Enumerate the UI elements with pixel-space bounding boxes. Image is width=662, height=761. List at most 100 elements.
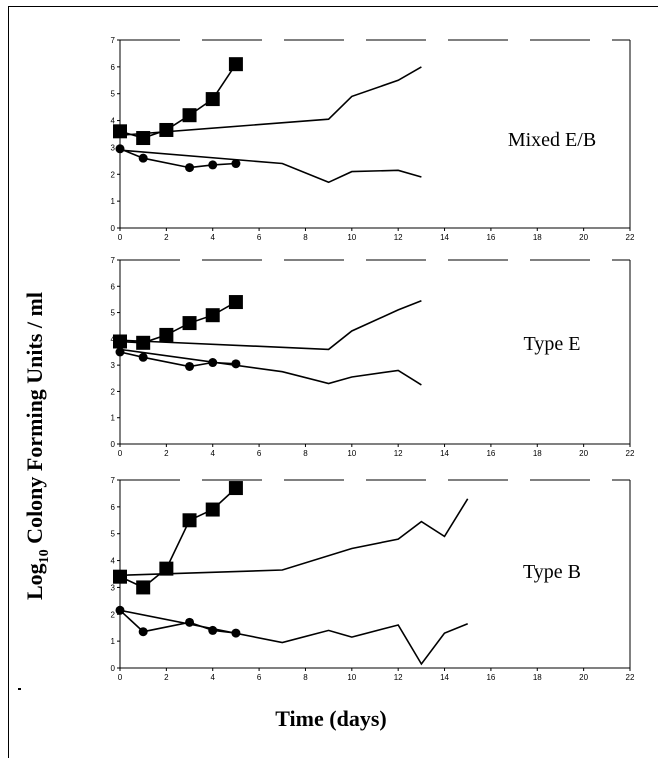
y-tick-label: 0 bbox=[111, 664, 116, 673]
circle-marker bbox=[208, 625, 218, 635]
y-label-rest: Colony Forming Units / ml bbox=[22, 292, 47, 549]
x-tick-label: 0 bbox=[118, 673, 123, 682]
square-marker bbox=[113, 569, 127, 584]
y-label-subscript: 10 bbox=[37, 549, 52, 563]
x-tick-label: 22 bbox=[626, 673, 635, 682]
y-tick-label: 3 bbox=[111, 143, 116, 152]
y-tick-label: 2 bbox=[111, 387, 116, 396]
circle-marker bbox=[115, 144, 125, 154]
x-tick-label: 18 bbox=[533, 233, 542, 242]
svg-text:Log10 Colony Forming Units / m: Log10 Colony Forming Units / ml bbox=[22, 292, 52, 600]
x-tick-label: 8 bbox=[303, 673, 308, 682]
y-tick-label: 1 bbox=[111, 414, 116, 423]
x-tick-label: 6 bbox=[257, 673, 262, 682]
square-marker bbox=[159, 561, 174, 576]
stray-mark bbox=[18, 688, 21, 690]
x-tick-label: 16 bbox=[486, 449, 495, 458]
series-line bbox=[119, 609, 469, 666]
x-tick-label: 10 bbox=[347, 673, 356, 682]
x-tick-label: 10 bbox=[347, 449, 356, 458]
x-tick-label: 14 bbox=[440, 673, 449, 682]
square-marker bbox=[182, 316, 197, 331]
circle-marker bbox=[185, 163, 195, 173]
square-marker bbox=[136, 335, 151, 350]
y-tick-label: 6 bbox=[111, 503, 116, 512]
y-tick-label: 1 bbox=[111, 197, 116, 206]
series-line bbox=[119, 149, 422, 184]
circle-marker bbox=[115, 347, 125, 357]
circle-marker bbox=[185, 361, 195, 371]
series-line bbox=[119, 66, 422, 137]
x-tick-label: 8 bbox=[303, 449, 308, 458]
x-tick-label: 18 bbox=[533, 673, 542, 682]
x-tick-label: 20 bbox=[579, 673, 588, 682]
y-tick-label: 7 bbox=[111, 256, 116, 265]
y-label-prefix: Log bbox=[22, 563, 47, 600]
circle-marker bbox=[138, 352, 148, 362]
y-tick-label: 6 bbox=[111, 282, 116, 291]
x-tick-label: 4 bbox=[211, 233, 216, 242]
x-tick-label: 4 bbox=[211, 449, 216, 458]
square-marker bbox=[136, 580, 151, 595]
panel-label: Type E bbox=[524, 333, 581, 355]
y-tick-label: 3 bbox=[111, 361, 116, 370]
circle-marker bbox=[138, 627, 148, 637]
square-marker bbox=[205, 92, 220, 107]
panel-label: Mixed E/B bbox=[508, 129, 596, 151]
y-tick-label: 7 bbox=[111, 36, 116, 45]
y-tick-label: 5 bbox=[111, 309, 116, 318]
y-tick-label: 4 bbox=[111, 117, 116, 126]
y-tick-label: 6 bbox=[111, 63, 116, 72]
circle-marker bbox=[231, 159, 241, 169]
circle-marker bbox=[231, 359, 241, 369]
y-tick-label: 5 bbox=[111, 90, 116, 99]
square-marker bbox=[228, 481, 243, 496]
x-tick-label: 6 bbox=[257, 233, 262, 242]
panel-label: Type B bbox=[523, 561, 581, 583]
y-tick-label: 7 bbox=[111, 476, 116, 485]
x-tick-label: 4 bbox=[211, 673, 216, 682]
x-tick-label: 0 bbox=[118, 449, 123, 458]
square-marker bbox=[113, 334, 127, 349]
y-tick-label: 2 bbox=[111, 610, 116, 619]
x-tick-label: 22 bbox=[626, 449, 635, 458]
square-marker bbox=[113, 124, 127, 139]
x-tick-label: 12 bbox=[394, 673, 403, 682]
x-tick-label: 20 bbox=[579, 233, 588, 242]
x-tick-label: 16 bbox=[486, 233, 495, 242]
square-marker bbox=[228, 57, 243, 72]
circle-marker bbox=[115, 605, 125, 615]
x-tick-label: 12 bbox=[394, 233, 403, 242]
y-tick-label: 4 bbox=[111, 557, 116, 566]
square-marker bbox=[205, 502, 220, 517]
series-line bbox=[119, 351, 236, 368]
x-tick-label: 6 bbox=[257, 449, 262, 458]
y-tick-label: 5 bbox=[111, 530, 116, 539]
x-tick-label: 16 bbox=[486, 673, 495, 682]
circle-marker bbox=[208, 160, 218, 170]
series-line bbox=[119, 348, 422, 386]
y-tick-label: 1 bbox=[111, 637, 116, 646]
figure-frame bbox=[8, 6, 658, 758]
square-marker bbox=[205, 308, 220, 323]
circle-marker bbox=[138, 153, 148, 163]
x-tick-label: 14 bbox=[440, 233, 449, 242]
y-tick-label: 2 bbox=[111, 170, 116, 179]
x-tick-label: 2 bbox=[164, 233, 169, 242]
x-tick-label: 12 bbox=[394, 449, 403, 458]
square-marker bbox=[228, 295, 243, 310]
series-line bbox=[119, 299, 422, 351]
series-line bbox=[119, 498, 469, 577]
x-tick-label: 2 bbox=[164, 449, 169, 458]
square-marker bbox=[182, 513, 197, 528]
x-tick-label: 18 bbox=[533, 449, 542, 458]
x-tick-label: 0 bbox=[118, 233, 123, 242]
y-tick-label: 0 bbox=[111, 440, 116, 449]
x-tick-label: 14 bbox=[440, 449, 449, 458]
x-tick-label: 8 bbox=[303, 233, 308, 242]
x-tick-label: 10 bbox=[347, 233, 356, 242]
square-marker bbox=[159, 122, 174, 137]
x-tick-label: 22 bbox=[626, 233, 635, 242]
y-tick-label: 3 bbox=[111, 583, 116, 592]
